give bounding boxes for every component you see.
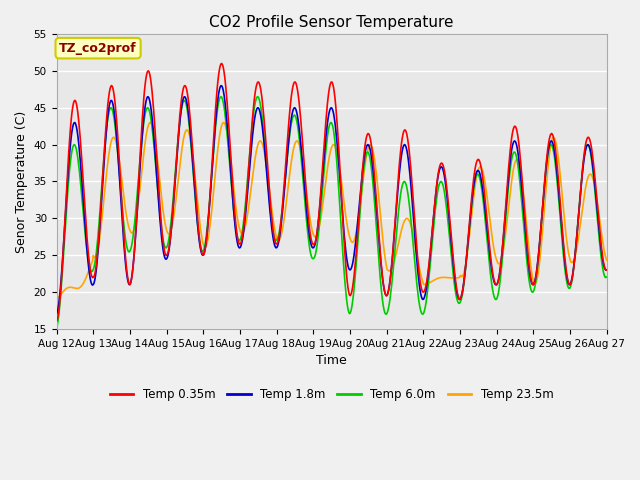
X-axis label: Time: Time xyxy=(316,354,347,367)
Temp 23.5m xyxy=(175,170,183,176)
Temp 6.0m xyxy=(415,300,423,306)
Temp 0.35m xyxy=(52,319,60,324)
Line: Temp 0.35m: Temp 0.35m xyxy=(56,63,607,322)
Temp 0.35m xyxy=(204,221,212,227)
Temp 1.8m xyxy=(415,280,423,286)
Temp 1.8m xyxy=(399,144,407,150)
Temp 1.8m xyxy=(119,230,127,236)
Temp 6.0m xyxy=(52,325,60,331)
Temp 6.0m xyxy=(603,274,611,280)
Temp 0.35m xyxy=(218,60,226,66)
Temp 6.0m xyxy=(175,127,183,132)
Text: TZ_co2prof: TZ_co2prof xyxy=(60,42,137,55)
Temp 0.35m xyxy=(119,221,127,227)
Temp 0.35m xyxy=(415,271,423,276)
Temp 1.8m xyxy=(52,311,60,317)
Temp 23.5m xyxy=(603,257,611,263)
Temp 1.8m xyxy=(204,221,212,227)
Temp 0.35m xyxy=(63,188,70,194)
Temp 23.5m xyxy=(220,120,227,125)
Temp 1.8m xyxy=(175,129,183,134)
Line: Temp 6.0m: Temp 6.0m xyxy=(56,96,607,328)
Temp 23.5m xyxy=(63,286,70,291)
Temp 6.0m xyxy=(63,206,70,212)
Temp 0.35m xyxy=(175,123,183,129)
Title: CO2 Profile Sensor Temperature: CO2 Profile Sensor Temperature xyxy=(209,15,454,30)
Line: Temp 23.5m: Temp 23.5m xyxy=(56,122,607,299)
Line: Temp 1.8m: Temp 1.8m xyxy=(56,85,607,314)
Temp 23.5m xyxy=(119,188,127,193)
Temp 23.5m xyxy=(204,236,212,242)
Temp 6.0m xyxy=(399,180,407,186)
Temp 1.8m xyxy=(217,83,225,88)
Temp 23.5m xyxy=(52,296,60,302)
Temp 23.5m xyxy=(415,264,423,270)
Temp 6.0m xyxy=(119,214,127,220)
Temp 0.35m xyxy=(399,131,407,137)
Temp 0.35m xyxy=(603,267,611,273)
Temp 1.8m xyxy=(63,195,70,201)
Temp 1.8m xyxy=(603,267,611,273)
Temp 6.0m xyxy=(204,217,212,223)
Temp 23.5m xyxy=(399,222,407,228)
Legend: Temp 0.35m, Temp 1.8m, Temp 6.0m, Temp 23.5m: Temp 0.35m, Temp 1.8m, Temp 6.0m, Temp 2… xyxy=(105,384,558,406)
Temp 6.0m xyxy=(217,94,225,99)
Y-axis label: Senor Temperature (C): Senor Temperature (C) xyxy=(15,110,28,252)
